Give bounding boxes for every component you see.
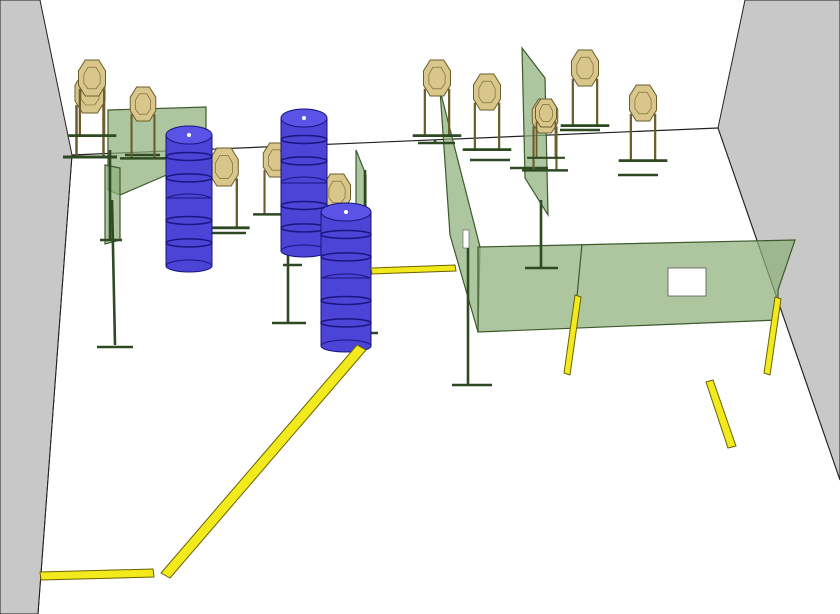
fault-line-icon bbox=[39, 568, 155, 581]
fault-line-icon bbox=[160, 344, 367, 579]
fault-line-icon bbox=[370, 264, 457, 275]
cardboard-target-icon bbox=[120, 86, 166, 160]
steel-drum-icon bbox=[280, 182, 328, 258]
cardboard-target-icon bbox=[462, 73, 512, 151]
cardboard-target-icon bbox=[560, 49, 610, 127]
cardboard-target-icon bbox=[618, 84, 668, 162]
barrels bbox=[165, 108, 372, 353]
floor-left-edge bbox=[37, 154, 73, 614]
steel-drum-icon bbox=[320, 211, 372, 287]
steel-drum-icon bbox=[280, 117, 328, 190]
fault-line-icon bbox=[705, 379, 737, 449]
paper-marker bbox=[462, 229, 470, 249]
fault-line-icon bbox=[763, 296, 782, 376]
barricade-panel-icon bbox=[521, 46, 549, 218]
cardboard-target-icon bbox=[412, 59, 462, 137]
steel-drum-icon bbox=[320, 277, 372, 353]
cardboard-target-icon bbox=[67, 59, 117, 137]
barricade-panel-icon bbox=[477, 239, 796, 333]
steel-drum-icon bbox=[165, 197, 213, 273]
paper-marker bbox=[667, 267, 707, 297]
steel-drum-icon bbox=[165, 134, 213, 207]
cardboard-target-icon bbox=[527, 98, 565, 159]
fault-line-icon bbox=[563, 294, 582, 376]
fault-lines bbox=[39, 264, 782, 581]
